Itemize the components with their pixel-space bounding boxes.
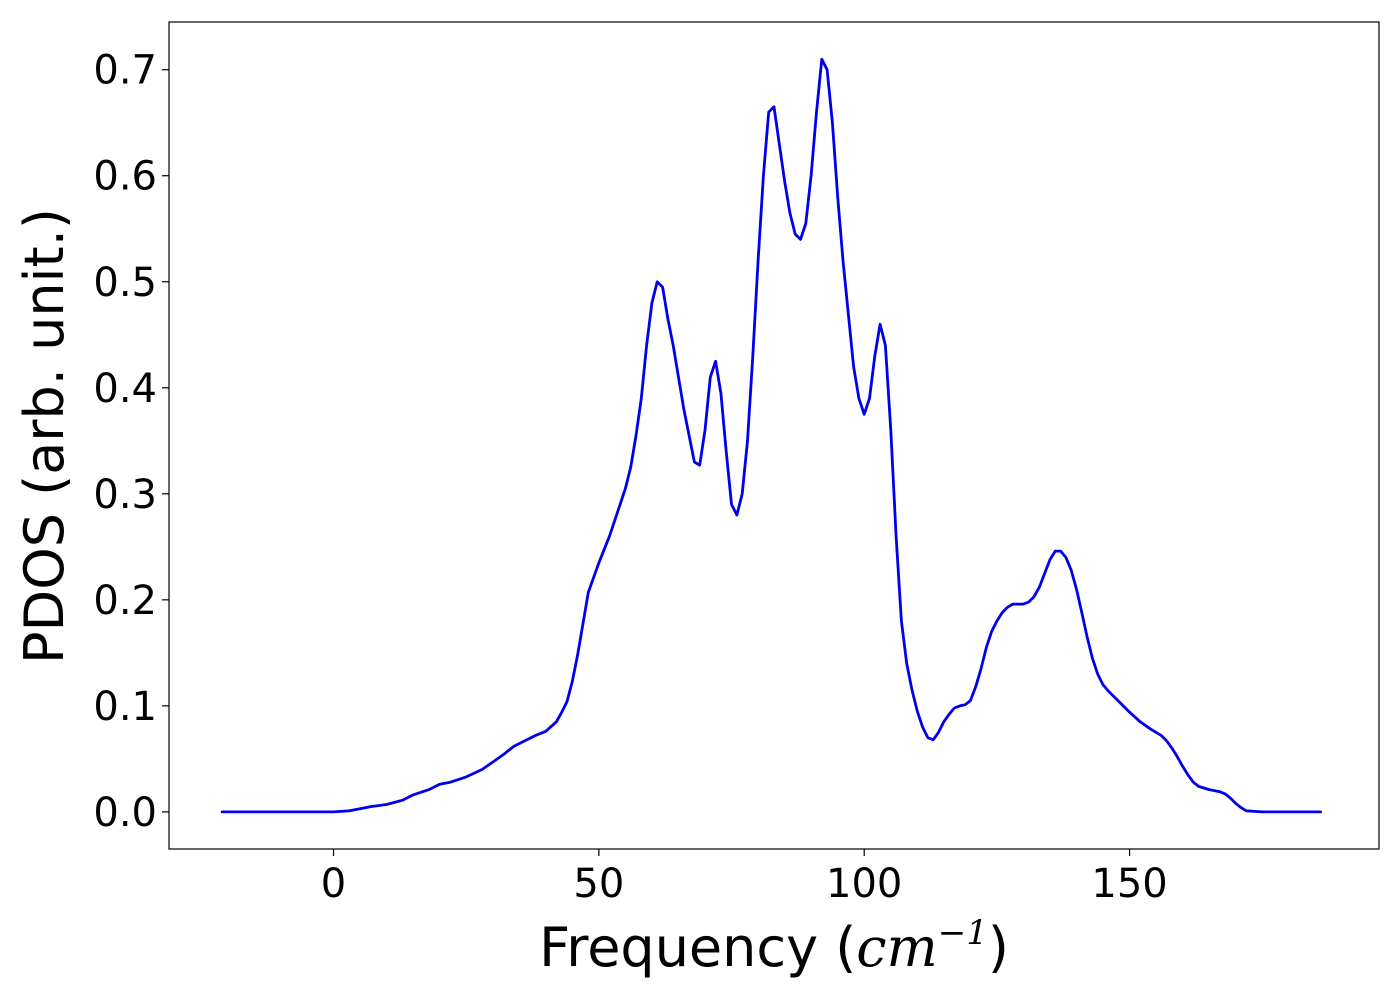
- x-tick-label: 150: [1091, 861, 1167, 907]
- y-tick-label: 0.1: [93, 684, 157, 730]
- y-tick-label: 0.6: [93, 154, 157, 200]
- plot-frame: [168, 21, 1380, 850]
- x-axis-label-unit: cm: [856, 916, 937, 979]
- x-tick-label: 50: [573, 861, 624, 907]
- y-tick-label: 0.4: [93, 366, 157, 412]
- y-tick-label: 0.5: [93, 260, 157, 306]
- x-axis-label-exponent: −1: [938, 913, 988, 953]
- y-tick-label: 0.7: [93, 48, 157, 94]
- plot-area: [168, 21, 1380, 850]
- x-axis-label-prefix: Frequency (: [539, 916, 856, 979]
- x-tick-label: 0: [321, 861, 346, 907]
- series-line-pdos: [220, 57, 1322, 814]
- x-axis-label-suffix: ): [988, 916, 1009, 979]
- x-axis-label: Frequency (cm−1): [539, 913, 1009, 979]
- y-tick-label: 0.3: [93, 472, 157, 518]
- x-tick-label: 100: [826, 861, 902, 907]
- x-axis-ticks: 0 50 100 150: [321, 849, 1168, 907]
- y-tick-label: 0.2: [93, 578, 157, 624]
- y-axis-label: PDOS (arb. unit.): [13, 208, 76, 664]
- y-axis-ticks: 0.0 0.1 0.2 0.3 0.4 0.5 0.6 0.7: [93, 48, 169, 836]
- y-tick-label: 0.0: [93, 790, 157, 836]
